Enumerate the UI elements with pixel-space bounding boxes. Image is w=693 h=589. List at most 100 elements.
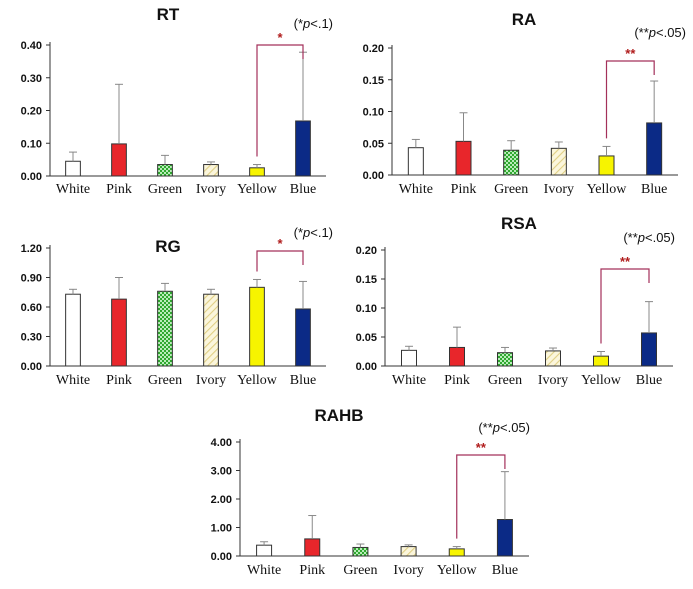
y-tick-label: 1.20	[21, 243, 42, 255]
bar-green	[157, 290, 173, 367]
y-tick-label: 0.60	[21, 302, 42, 314]
bar-blue	[295, 120, 311, 177]
y-tick-label: 0.20	[21, 106, 42, 118]
y-tick-label: 0.10	[21, 138, 42, 150]
significance-bracket	[256, 250, 304, 272]
bar-white	[401, 349, 417, 367]
chart-marks: 0.00 0.05 0.10 0.15 0.20 White Pink Green Ivory Y…	[363, 43, 678, 197]
y-tick-label: 0.15	[363, 75, 384, 87]
x-tick-label: Blue	[641, 182, 667, 197]
note-suffix: <.05)	[500, 420, 530, 435]
bar-blue	[295, 308, 311, 367]
y-tick-label: 0.00	[356, 361, 377, 373]
significance-bracket	[600, 268, 650, 344]
bar-ivory	[400, 546, 417, 557]
note-suffix: <.05)	[645, 230, 675, 245]
x-tick-label: Ivory	[538, 373, 568, 388]
x-tick-label: Green	[488, 373, 522, 388]
x-tick-label: White	[399, 182, 433, 197]
bar-pink	[449, 346, 465, 367]
significance-bracket	[256, 44, 304, 157]
y-tick-label: 4.00	[211, 437, 232, 449]
y-tick-label: 0.20	[356, 245, 377, 257]
y-tick-label: 0.30	[21, 73, 42, 85]
y-tick-label: 0.10	[356, 303, 377, 315]
y-tick-label: 0.15	[356, 274, 377, 286]
note-suffix: <.1)	[310, 16, 333, 31]
y-tick-label: 0.00	[21, 171, 42, 183]
chart-rsa: RSA (**p<.05) 0.00 0.05 0.10 0.15 0.20 White P…	[356, 214, 675, 388]
y-tick-label: 3.00	[211, 466, 232, 478]
x-tick-label: Yellow	[587, 182, 628, 197]
bar-white	[65, 160, 81, 177]
x-tick-label: Yellow	[437, 563, 478, 578]
chart-rg: RG (*p<.1) 0.00 0.30 0.60 0.90 1.20 White Pink…	[21, 225, 333, 388]
y-tick-label: 0.40	[21, 40, 42, 52]
significance-marker: **	[625, 46, 636, 61]
bar-pink	[304, 538, 321, 557]
y-tick-label: 0.00	[21, 361, 42, 373]
note-p: p	[637, 230, 645, 245]
x-tick-label: Ivory	[544, 182, 574, 197]
significance-note: (**p<.05)	[634, 25, 686, 40]
bar-blue	[646, 122, 663, 176]
chart-marks: 0.00 0.30 0.60 0.90 1.20 White Pink Green Ivory Y…	[21, 236, 326, 388]
y-tick-label: 0.20	[363, 43, 384, 55]
x-tick-label: Blue	[636, 373, 662, 388]
x-tick-label: White	[247, 563, 281, 578]
bar-yellow	[249, 167, 265, 177]
significance-marker: **	[620, 254, 631, 269]
bar-green	[503, 149, 520, 176]
note-p: p	[302, 225, 310, 240]
significance-marker: **	[476, 440, 487, 455]
x-tick-label: Pink	[444, 373, 470, 388]
bar-ivory	[203, 164, 219, 177]
x-tick-label: Pink	[106, 182, 132, 197]
x-tick-label: White	[56, 182, 90, 197]
chart-title: RSA	[501, 214, 537, 233]
x-tick-label: Yellow	[237, 373, 278, 388]
bar-yellow	[593, 355, 609, 367]
x-tick-label: Pink	[451, 182, 477, 197]
chart-rt: RT (*p<.1) 0.00 0.10 0.20 0.30 0.40 White Pink…	[21, 5, 333, 197]
note-prefix: (**	[634, 25, 648, 40]
chart-title: RG	[155, 237, 181, 256]
x-tick-label: Yellow	[581, 373, 622, 388]
bar-blue	[641, 332, 657, 367]
bar-ivory	[550, 147, 567, 176]
chart-ra: RA (**p<.05) 0.00 0.05 0.10 0.15 0.20 White Pi…	[363, 10, 686, 197]
bar-pink	[111, 143, 127, 177]
y-tick-label: 0.00	[211, 551, 232, 563]
chart-rahb: RAHB (**p<.05) 0.00 1.00 2.00 3.00 4.00 White…	[211, 406, 530, 578]
bar-white	[65, 293, 81, 367]
x-tick-label: Pink	[299, 563, 325, 578]
x-tick-label: Green	[148, 182, 182, 197]
y-tick-label: 0.05	[356, 332, 377, 344]
significance-note: (*p<.1)	[294, 16, 333, 31]
x-tick-label: Green	[343, 563, 377, 578]
bar-green	[352, 546, 369, 557]
note-suffix: <.05)	[656, 25, 686, 40]
x-tick-label: Yellow	[237, 182, 278, 197]
significance-note: (*p<.1)	[294, 225, 333, 240]
significance-bracket	[456, 454, 506, 539]
significance-marker: *	[277, 236, 283, 251]
chart-title: RT	[157, 5, 180, 24]
note-prefix: (*	[294, 225, 303, 240]
bar-green	[497, 352, 513, 367]
y-tick-label: 2.00	[211, 494, 232, 506]
bar-yellow	[448, 548, 465, 557]
bar-green	[157, 164, 173, 177]
bar-pink	[111, 298, 127, 367]
chart-marks: 0.00 0.10 0.20 0.30 0.40 White Pink Green Ivory Y…	[21, 30, 326, 197]
note-prefix: (*	[294, 16, 303, 31]
note-p: p	[302, 16, 310, 31]
note-prefix: (**	[623, 230, 637, 245]
bar-blue	[496, 519, 513, 557]
x-tick-label: Ivory	[196, 182, 226, 197]
x-tick-label: Blue	[290, 182, 316, 197]
x-tick-label: Ivory	[196, 373, 226, 388]
x-tick-label: White	[56, 373, 90, 388]
note-suffix: <.1)	[310, 225, 333, 240]
